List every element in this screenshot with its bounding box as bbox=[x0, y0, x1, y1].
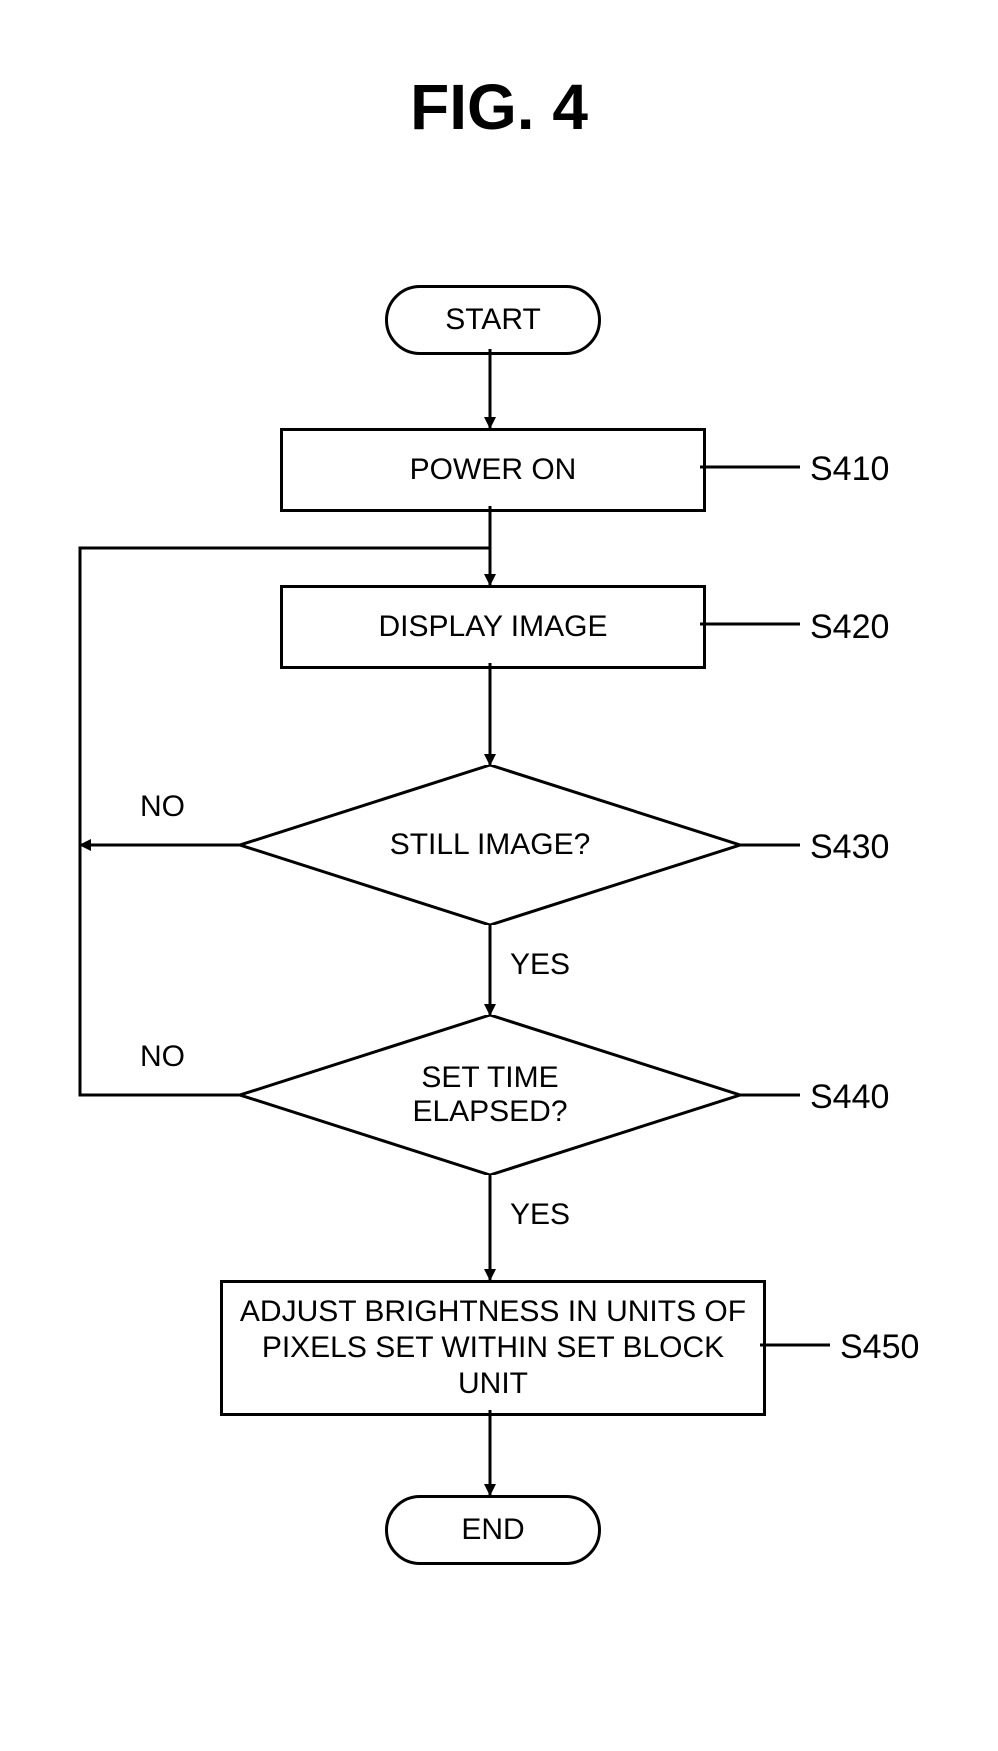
end-node: END bbox=[385, 1495, 601, 1565]
decision-s430: STILL IMAGE? bbox=[240, 765, 740, 925]
process-s450: ADJUST BRIGHTNESS IN UNITS OF PIXELS SET… bbox=[220, 1280, 766, 1416]
edge-label-no1: NO bbox=[140, 790, 185, 824]
process-s420: DISPLAY IMAGE bbox=[280, 585, 706, 669]
edge-label-yes2: YES bbox=[510, 1198, 570, 1232]
step-label-s430: S430 bbox=[810, 828, 889, 867]
step-label-s410: S410 bbox=[810, 450, 889, 489]
step-label-s450: S450 bbox=[840, 1328, 919, 1367]
start-node: START bbox=[385, 285, 601, 355]
figure-title: FIG. 4 bbox=[0, 70, 998, 144]
edge-label-yes1: YES bbox=[510, 948, 570, 982]
step-label-s440: S440 bbox=[810, 1078, 889, 1117]
process-s410: POWER ON bbox=[280, 428, 706, 512]
decision-s440: SET TIME ELAPSED? bbox=[240, 1015, 740, 1175]
decision-s430-label: STILL IMAGE? bbox=[390, 828, 591, 862]
step-label-s420: S420 bbox=[810, 608, 889, 647]
decision-s440-label: SET TIME ELAPSED? bbox=[365, 1061, 615, 1129]
edge-label-no2: NO bbox=[140, 1040, 185, 1074]
flowchart-canvas: FIG. 4 START POWER ON DISPLAY IMAGE STIL… bbox=[0, 0, 998, 1751]
